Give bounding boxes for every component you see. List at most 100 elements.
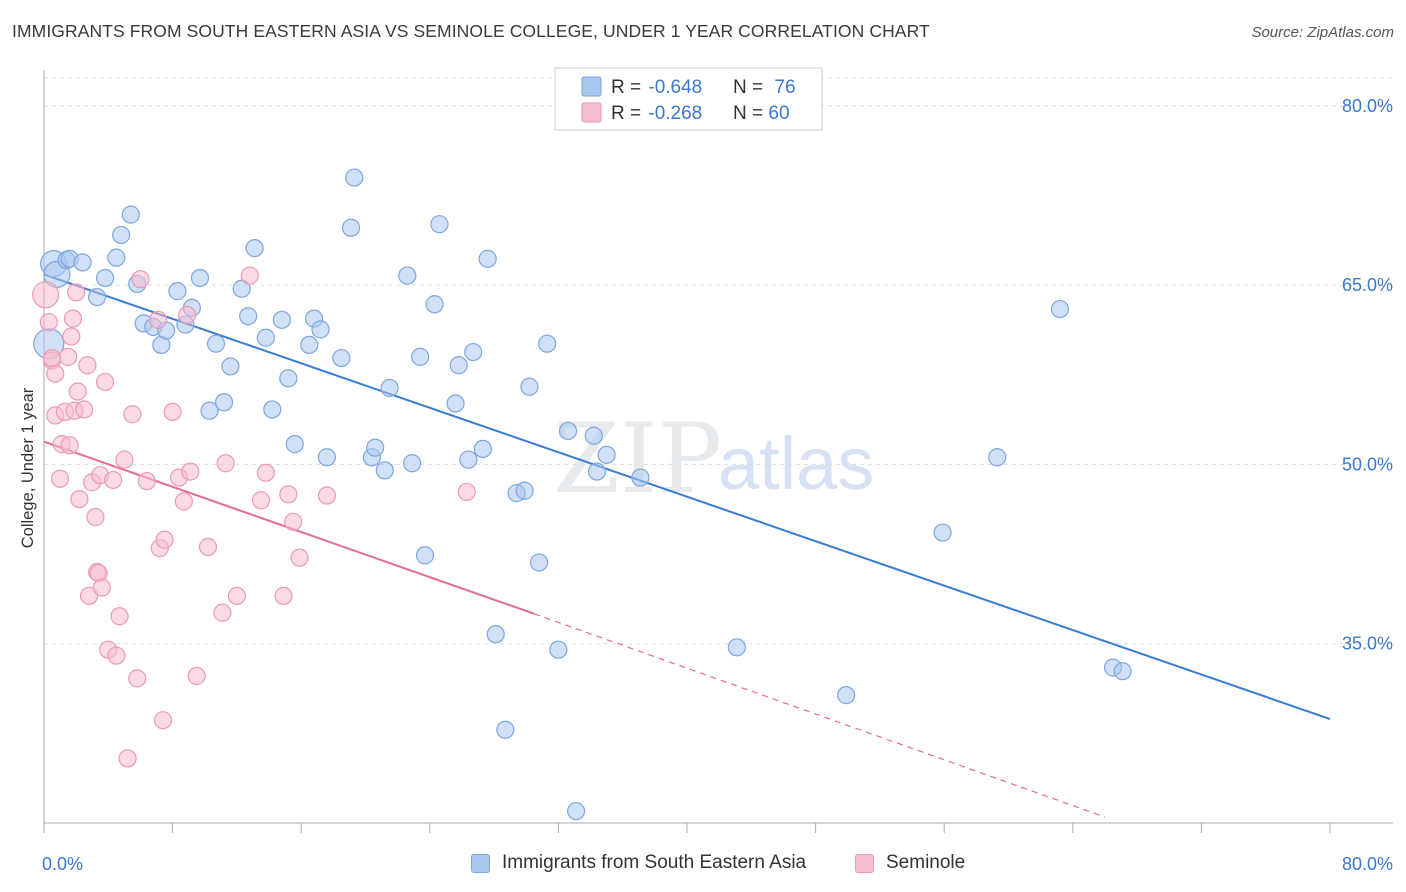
point-blue xyxy=(112,225,131,245)
legend-swatch-pink xyxy=(855,853,874,873)
legend-pink-n-value: 60 xyxy=(768,103,789,124)
point-pink xyxy=(149,310,168,329)
point-pink xyxy=(59,347,78,366)
point-blue xyxy=(317,448,337,467)
point-blue xyxy=(256,328,275,347)
y-tick-label: 50.0% xyxy=(1342,454,1393,474)
point-pink xyxy=(86,507,105,527)
point-blue xyxy=(988,448,1007,467)
point-blue xyxy=(459,450,478,469)
point-pink xyxy=(279,485,298,504)
point-pink xyxy=(62,327,81,346)
point-blue xyxy=(558,421,578,441)
point-blue xyxy=(214,393,234,412)
point-blue xyxy=(263,400,282,419)
point-blue xyxy=(1050,299,1070,319)
trend-lines xyxy=(43,273,1331,818)
x-tick-label: 0.0% xyxy=(42,854,83,874)
point-blue xyxy=(727,638,746,657)
point-pink xyxy=(68,382,87,401)
legend-item-pink: Seminole xyxy=(855,852,965,874)
legend-swatch-blue xyxy=(471,853,490,873)
point-pink xyxy=(110,607,129,626)
legend-blue-r-label: R = xyxy=(611,77,646,98)
point-pink xyxy=(131,270,150,289)
point-blue xyxy=(345,168,364,187)
point-blue xyxy=(631,468,650,487)
point-blue xyxy=(239,307,258,326)
point-blue xyxy=(221,357,240,376)
point-pink xyxy=(284,512,303,531)
point-blue xyxy=(403,454,422,473)
point-blue xyxy=(380,378,399,398)
point-pink xyxy=(63,309,83,328)
point-blue xyxy=(311,320,330,339)
legend-pink-n-label: N = xyxy=(733,103,768,124)
point-pink xyxy=(128,669,147,688)
legend-pink-r-value: -0.268 xyxy=(648,103,702,124)
point-pink xyxy=(198,537,218,557)
point-pink xyxy=(50,469,70,488)
point-blue xyxy=(415,546,435,565)
point-blue xyxy=(515,481,534,500)
point-pink xyxy=(46,364,65,383)
point-pink xyxy=(317,486,337,505)
point-pink xyxy=(256,463,275,482)
point-blue xyxy=(530,553,549,572)
point-pink xyxy=(137,472,156,491)
point-blue xyxy=(933,523,952,542)
point-pink xyxy=(107,646,126,665)
point-pink xyxy=(115,450,134,469)
point-pink xyxy=(78,356,97,375)
point-blue xyxy=(366,438,385,457)
point-blue xyxy=(411,347,430,366)
point-blue xyxy=(464,342,483,362)
point-blue xyxy=(837,686,856,705)
point-pink xyxy=(95,372,115,392)
trend-line-blue xyxy=(43,273,1331,720)
y-tick-label: 80.0% xyxy=(1342,96,1393,116)
point-pink xyxy=(290,548,309,567)
point-pink xyxy=(92,578,111,597)
point-pink xyxy=(75,400,94,419)
point-blue xyxy=(473,439,492,458)
point-blue xyxy=(87,287,107,307)
point-blue xyxy=(398,266,417,285)
point-blue xyxy=(300,335,319,355)
watermark: ZIP atlas xyxy=(553,403,874,515)
source-label: Source: ZipAtlas.com xyxy=(1251,24,1394,41)
legend-pink-r-label: R = xyxy=(611,103,646,124)
point-pink xyxy=(118,749,137,768)
series-pink-points xyxy=(32,266,476,768)
point-blue xyxy=(73,253,92,272)
axes xyxy=(43,70,1393,833)
legend-blue-n-value: 76 xyxy=(774,77,795,98)
point-blue xyxy=(425,295,444,314)
point-pink xyxy=(227,586,246,606)
trend-line-pink-dashed xyxy=(534,613,1106,818)
point-blue xyxy=(430,215,449,234)
point-blue xyxy=(538,334,557,353)
legend-item-blue: Immigrants from South Eastern Asia xyxy=(471,852,806,874)
point-blue xyxy=(121,205,140,224)
point-pink xyxy=(163,402,182,421)
point-blue xyxy=(496,720,515,739)
point-blue xyxy=(272,310,292,329)
legend-blue-swatch xyxy=(581,76,602,97)
point-blue xyxy=(597,445,616,464)
point-pink xyxy=(251,491,271,510)
point-blue xyxy=(232,279,251,298)
legend-label-pink: Seminole xyxy=(886,852,966,873)
point-pink xyxy=(240,266,259,285)
svg-text:R = -0.268: R = -0.268 xyxy=(611,103,702,124)
point-blue xyxy=(549,640,568,659)
point-blue xyxy=(587,462,607,481)
point-blue xyxy=(375,461,394,480)
point-pink xyxy=(32,281,60,309)
point-pink xyxy=(60,436,79,455)
legend-top: R = -0.648 N = 76 R = -0.268 N = 60 xyxy=(554,67,823,131)
y-tick-labels: 35.0% 50.0% 65.0% 80.0% xyxy=(1342,96,1393,654)
point-blue xyxy=(446,394,465,413)
point-blue xyxy=(279,369,298,388)
